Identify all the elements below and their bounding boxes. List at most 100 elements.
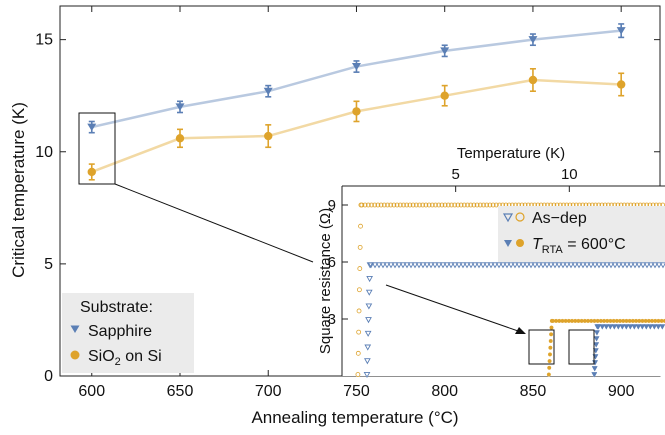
inset-plateau-point — [503, 262, 511, 269]
inset-plateau-point — [555, 262, 563, 269]
inset-plateau-point — [639, 324, 646, 330]
inset-transition-point — [549, 325, 554, 330]
inset-plateau-point — [401, 202, 406, 208]
inset-legend: As−dep TRTA = 600°C — [498, 206, 665, 262]
inset-plateau-point — [459, 262, 467, 269]
inset-plateau-point — [415, 262, 423, 269]
legend-sio2-label-main: SiO — [88, 348, 115, 365]
inset-plateau-point — [559, 262, 567, 269]
inset-plateau-point — [615, 262, 623, 269]
inset-transition-point — [548, 345, 553, 350]
inset-plateau-point — [639, 262, 647, 269]
main-x-axis-label: Annealing temperature (°C) — [251, 408, 458, 427]
inset-plateau-point — [375, 202, 381, 208]
inset-zoom-box-sio2 — [528, 329, 555, 365]
inset-legend-rta-label-sub: RTA — [542, 244, 564, 256]
inset-plateau-point — [455, 202, 461, 208]
inset-plateau-point — [365, 202, 371, 208]
inset-plateau-point — [527, 262, 535, 269]
inset-plateau-point — [491, 262, 499, 269]
inset-plateau-point — [631, 324, 638, 330]
inset-plateau-point — [493, 202, 499, 208]
inset-plateau-point — [431, 262, 439, 269]
main-x-tick-label: 750 — [343, 383, 370, 400]
data-point-sio2 — [175, 134, 185, 143]
inset-plateau-point — [385, 202, 390, 208]
inset-plateau-point — [551, 262, 559, 269]
inset-plateau-point — [619, 324, 626, 330]
inset-plateau-point — [423, 262, 431, 269]
inset-plateau-point — [387, 262, 395, 269]
inset-plateau-point — [429, 202, 435, 208]
main-x-tick-label: 800 — [431, 383, 458, 400]
inset-transition-point — [357, 244, 363, 250]
data-point-sio2 — [264, 131, 273, 141]
inset-plateau-point — [579, 262, 587, 269]
inset-plateau-point — [395, 262, 403, 269]
inset-plateau-point — [635, 324, 642, 330]
inset-plateau-point — [369, 202, 374, 208]
inset-plateau-point — [484, 202, 490, 208]
inset-plateau-point — [539, 262, 547, 269]
inset-plateau-point — [463, 262, 471, 269]
main-y-tick-label: 10 — [35, 144, 53, 161]
inset-plateau-point — [575, 262, 583, 269]
inset-transition-point — [546, 372, 551, 377]
inset-plateau-point — [655, 324, 662, 330]
inset-plateau-point — [490, 202, 496, 208]
inset-transition-point — [355, 350, 361, 356]
data-point-sapphire — [440, 47, 450, 55]
inset-plateau-point — [439, 262, 447, 269]
inset-plateau-point — [487, 202, 493, 208]
inset-plateau-point — [623, 262, 631, 269]
inset-plateau-point — [647, 324, 654, 330]
main-y-tick-label: 15 — [35, 32, 53, 49]
inset-plateau-point — [388, 202, 394, 208]
inset-plateau-point — [477, 202, 483, 208]
inset-plateau-point — [479, 262, 487, 269]
inset-plateau-point — [651, 262, 659, 269]
inset-x-axis-label: Temperature (K) — [457, 145, 565, 162]
main-legend-title: Substrate: — [80, 299, 153, 316]
legend-sio2-marker — [70, 350, 80, 360]
inset-plateau-point — [411, 262, 419, 269]
inset-x-ticks: 5 10 — [451, 166, 578, 192]
inset-plateau-point — [627, 324, 634, 330]
inset-y-tick-label: 6 — [328, 254, 336, 271]
inset-plateau-point — [447, 262, 455, 269]
legend-sio2-label-rest: on Si — [121, 348, 162, 365]
inset-plateau-point — [547, 262, 555, 269]
inset-arrow-line — [385, 284, 522, 333]
inset-transition-point — [593, 336, 600, 342]
legend-sio2-label: SiO2 on Si — [88, 348, 162, 368]
main-legend-background — [62, 293, 194, 373]
inset-transition-point — [363, 371, 371, 379]
inset-transition-point — [547, 365, 552, 370]
inset-plateau-point — [413, 202, 419, 208]
inset-plateau-point — [420, 202, 426, 208]
main-x-tick-label: 700 — [255, 383, 282, 400]
inset-legend-asdep-label: As−dep — [532, 210, 587, 227]
inset-plateau-point — [495, 262, 503, 269]
inset-plateau-point — [468, 202, 474, 208]
inset-plateau-point — [359, 202, 365, 208]
inset-transition-point — [547, 352, 552, 357]
inset-plateau-point — [455, 262, 463, 269]
inset-plateau-point — [481, 202, 486, 208]
inset-plateau-point — [399, 262, 407, 269]
inset-plateau-point — [599, 324, 606, 330]
inset-zoom-box-sapphire — [568, 329, 595, 365]
inset-plateau-point — [452, 202, 458, 208]
inset-y-tick-label: 9 — [328, 197, 336, 214]
inset-transition-point — [365, 317, 372, 324]
inset-plateau-point — [426, 202, 432, 208]
inset-plateau-point — [410, 202, 416, 208]
inset-plateau-point — [471, 202, 477, 208]
data-point-sio2 — [616, 80, 626, 89]
inset-transition-point — [547, 359, 552, 364]
inset-plateau-point — [515, 262, 523, 269]
inset-plateau-point — [659, 324, 665, 330]
inset-plateau-point — [655, 262, 663, 269]
inset-plateau-point — [451, 262, 459, 269]
